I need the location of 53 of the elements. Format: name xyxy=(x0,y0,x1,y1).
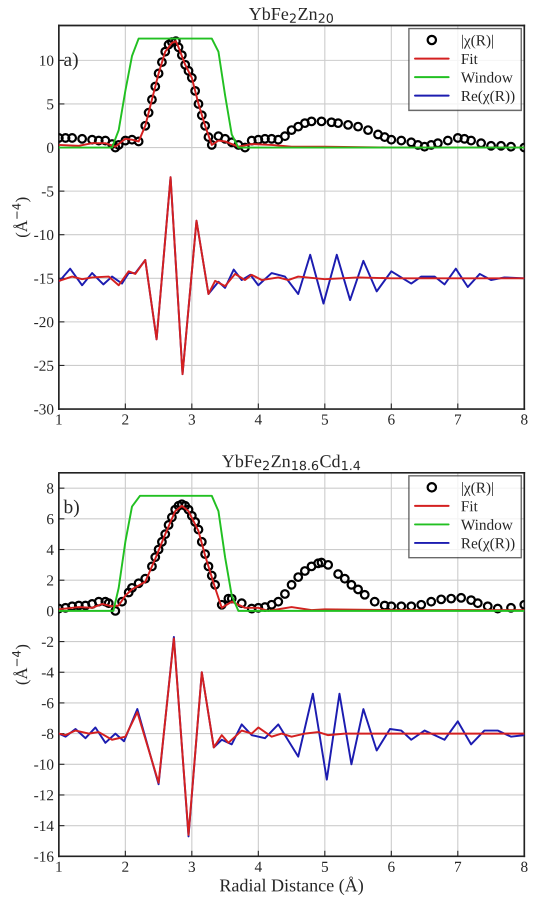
y-tick-label: -12 xyxy=(34,790,54,800)
x-tick-label: 7 xyxy=(454,414,462,424)
x-tick-label: 2 xyxy=(122,862,128,872)
x-axis-title: Radial Distance (Å) xyxy=(220,876,363,896)
legend-label: Window xyxy=(460,519,513,530)
y-tick-label: 2 xyxy=(47,575,54,586)
annotation: b) xyxy=(64,500,79,518)
x-tick-label: 6 xyxy=(388,414,395,425)
x-tick-label: 2 xyxy=(122,414,128,424)
x-tick-label: 3 xyxy=(188,414,196,425)
y-tick-label: -30 xyxy=(34,404,54,414)
legend-label: Window xyxy=(460,72,513,83)
annotation: a) xyxy=(64,52,78,70)
x-tick-label: 1 xyxy=(56,414,62,424)
y-tick-label: -8 xyxy=(42,728,54,740)
y-tick-label: -10 xyxy=(34,759,54,770)
y-tick-label: -16 xyxy=(34,852,54,862)
x-tick-label: 8 xyxy=(521,862,528,872)
y-tick-label: 6 xyxy=(47,514,54,524)
y-tick-label: 10 xyxy=(40,56,54,66)
y-axis-title: (Å$^{−4}$) xyxy=(12,644,31,684)
legend-label: Re(χ(R)) xyxy=(461,90,514,104)
x-tick-label: 5 xyxy=(322,414,328,425)
x-tick-label: 6 xyxy=(388,862,395,872)
x-tick-label: 7 xyxy=(454,862,462,872)
x-tick-label: 3 xyxy=(188,862,196,872)
y-tick-label: -14 xyxy=(34,820,54,831)
y-tick-label: -15 xyxy=(34,274,54,284)
y-tick-label: 0 xyxy=(46,142,54,153)
x-tick-label: 4 xyxy=(254,862,262,872)
y-tick-label: 8 xyxy=(46,483,54,494)
y-axis-title: (Å$^{−4}$) xyxy=(12,198,31,238)
chart-title: YbFe$_{2}$Zn$_{18.6}$Cd$_{1.4}$ xyxy=(222,454,360,470)
y-tick-label: -5 xyxy=(42,186,54,197)
x-tick-label: 1 xyxy=(56,862,62,872)
x-tick-label: 8 xyxy=(521,414,528,425)
y-tick-label: 4 xyxy=(46,544,54,555)
legend-label: Re(χ(R)) xyxy=(461,538,514,552)
legend-label: |χ(R)| xyxy=(462,34,493,49)
x-tick-label: 4 xyxy=(254,414,262,424)
legend-label: |χ(R)| xyxy=(462,482,493,496)
legend-label: Fit xyxy=(461,54,478,64)
y-tick-label: -4 xyxy=(42,667,54,678)
y-tick-label: -10 xyxy=(34,230,54,240)
y-tick-label: 5 xyxy=(47,99,54,110)
y-tick-label: -25 xyxy=(34,360,54,371)
y-tick-label: -20 xyxy=(34,317,54,328)
y-tick-label: 0 xyxy=(46,606,54,616)
x-tick-label: 5 xyxy=(322,862,328,872)
legend-label: Fit xyxy=(461,501,478,512)
y-tick-label: -6 xyxy=(42,698,54,708)
y-tick-label: -2 xyxy=(42,636,54,647)
chart-title: YbFe$_{2}$Zn$_{20}$ xyxy=(248,7,333,23)
